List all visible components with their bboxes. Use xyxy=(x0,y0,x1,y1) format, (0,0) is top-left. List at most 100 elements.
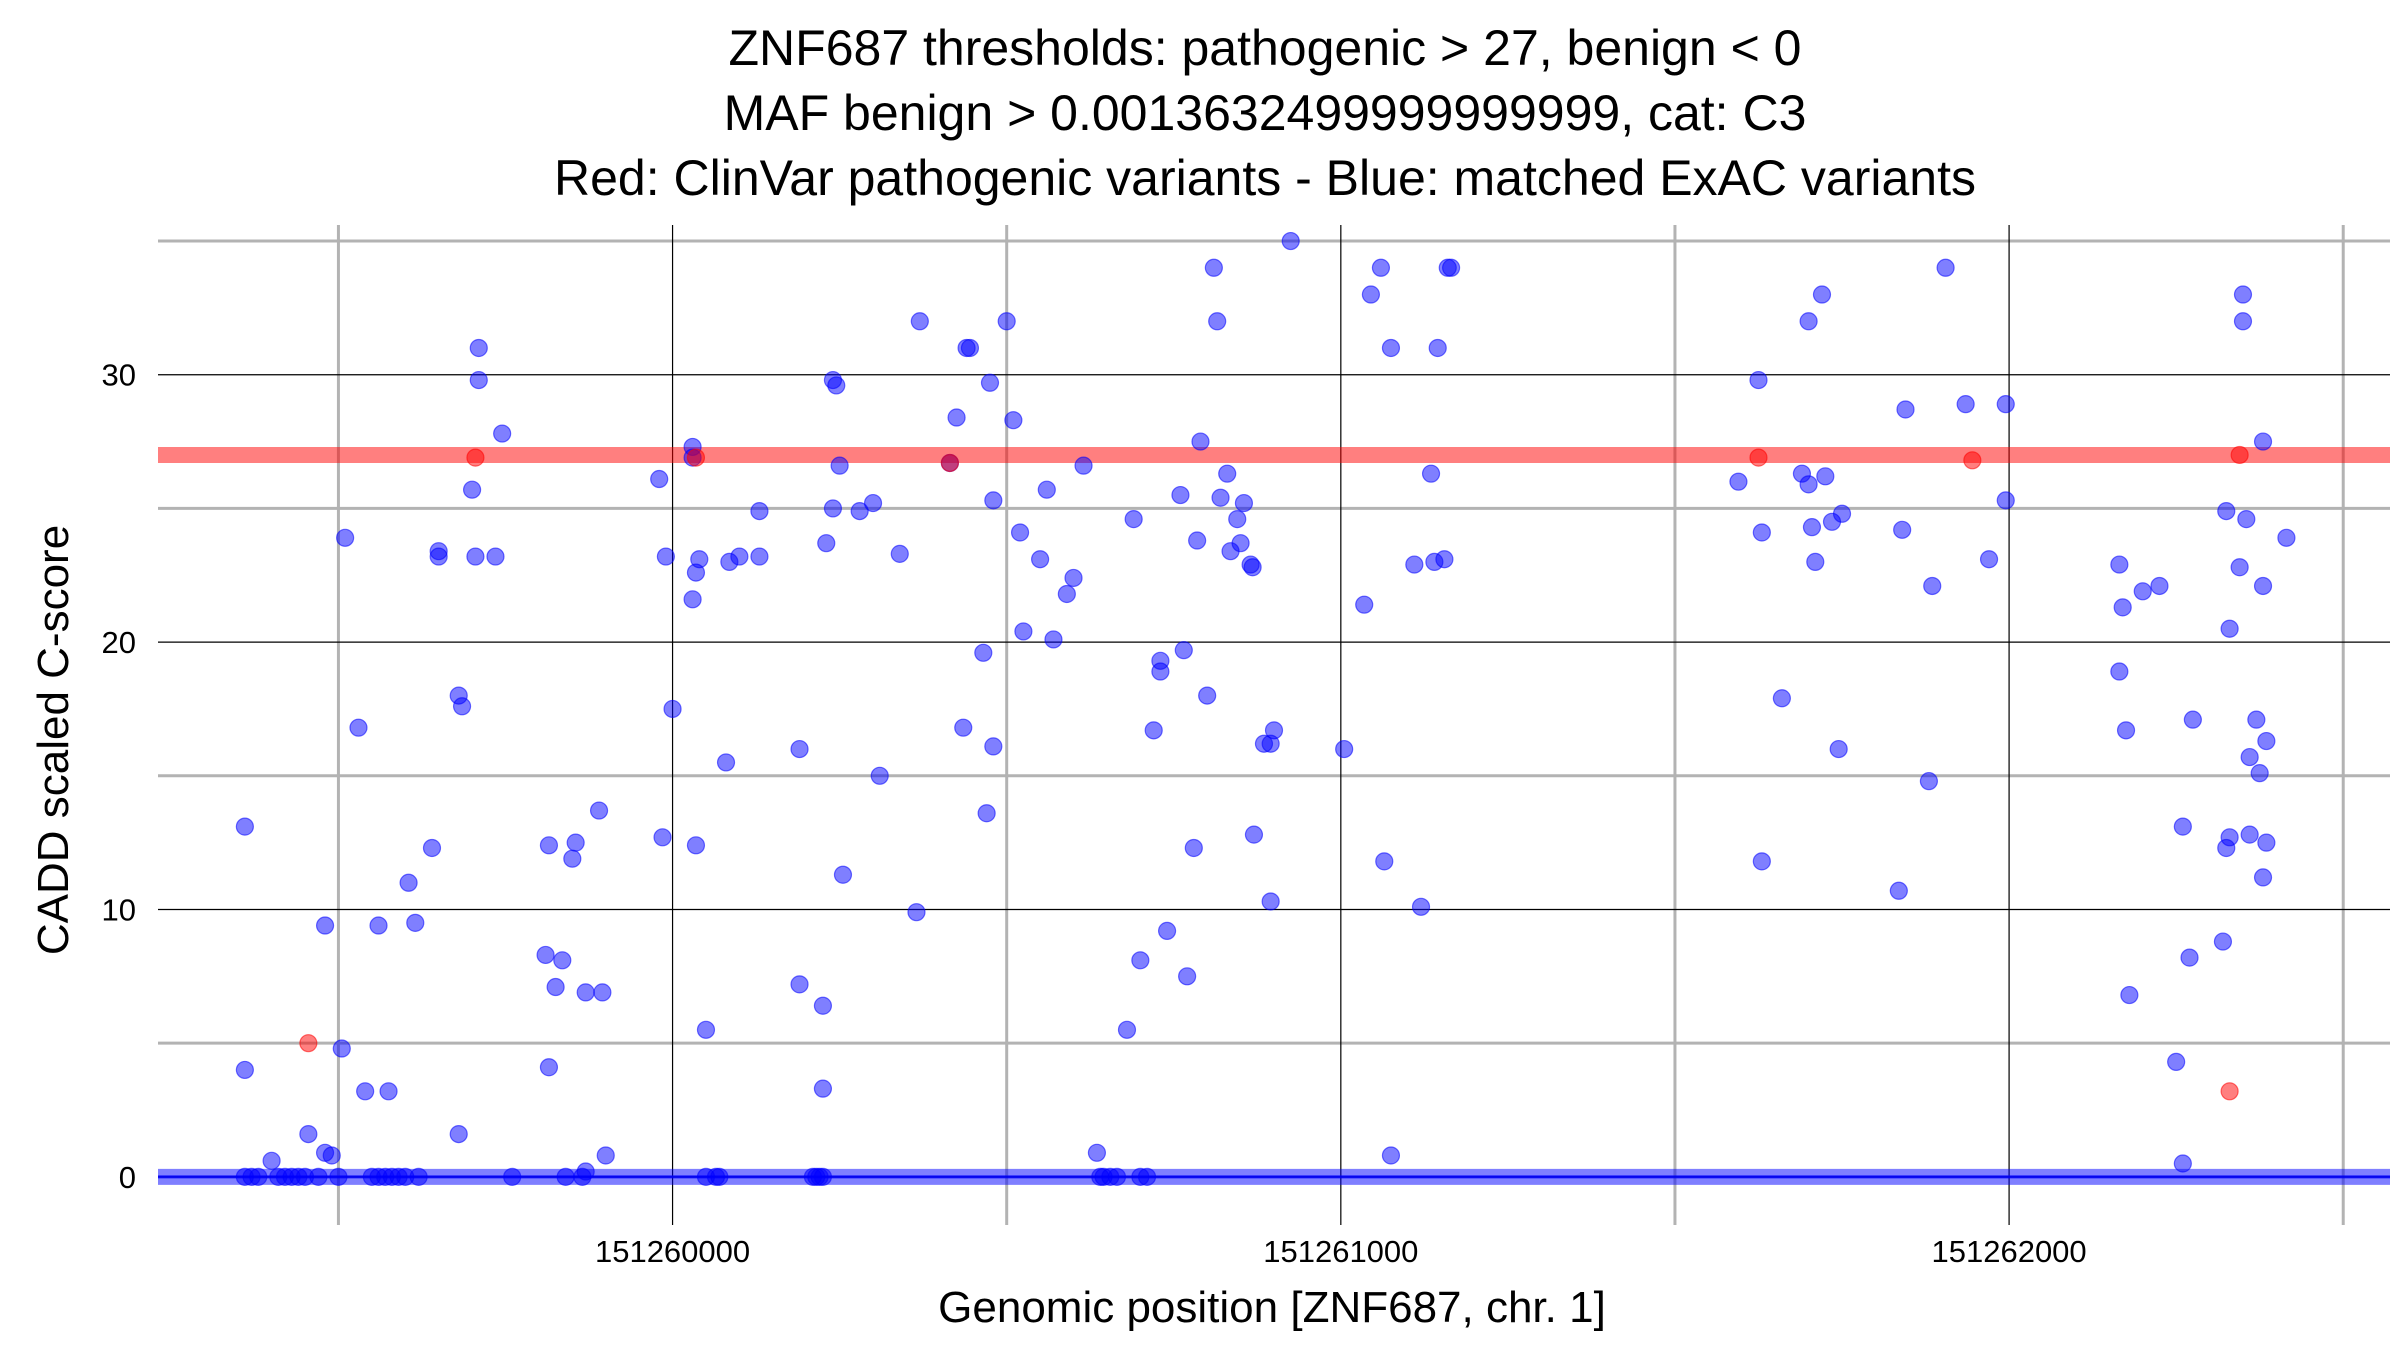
blue-data-point xyxy=(827,376,846,395)
red-data-point xyxy=(1963,451,1982,470)
blue-data-point xyxy=(1171,485,1190,505)
blue-data-point xyxy=(299,1124,318,1144)
x-axis-title: Genomic position [ZNF687, chr. 1] xyxy=(938,1283,1606,1332)
blue-data-point xyxy=(1057,584,1076,604)
blue-data-point xyxy=(750,547,769,566)
blue-data-point xyxy=(2220,619,2239,638)
blue-data-point xyxy=(1816,467,1835,486)
blue-data-point xyxy=(1174,641,1193,660)
blue-data-point xyxy=(1979,550,1999,569)
blue-data-point xyxy=(716,753,736,772)
blue-data-point xyxy=(589,801,609,820)
blue-data-point xyxy=(710,1167,729,1186)
blue-data-point xyxy=(1131,951,1150,970)
blue-data-point xyxy=(1010,523,1030,542)
blue-data-point xyxy=(960,338,980,358)
blue-data-point xyxy=(830,456,849,475)
red-data-point xyxy=(940,453,959,473)
blue-data-point xyxy=(984,491,1003,510)
blue-data-point xyxy=(817,534,836,553)
blue-data-point xyxy=(235,1060,254,1080)
blue-data-point xyxy=(1191,432,1210,451)
blue-data-point xyxy=(2233,285,2253,304)
blue-data-point xyxy=(1371,258,1391,277)
y-axis-tick-labels: 0 10 20 30 xyxy=(102,358,136,1195)
blue-data-point xyxy=(1261,892,1280,911)
blue-data-point xyxy=(1381,338,1401,358)
blue-data-point xyxy=(813,996,833,1015)
blue-data-point xyxy=(1208,312,1227,331)
y-tick-label: 10 xyxy=(102,892,136,927)
blue-data-point xyxy=(2257,731,2276,751)
blue-data-point xyxy=(1421,464,1441,483)
blue-data-point xyxy=(2250,764,2269,783)
blue-data-point xyxy=(870,766,889,785)
blue-data-point xyxy=(1896,400,1915,419)
blue-data-point xyxy=(1799,312,1818,331)
blue-data-point xyxy=(469,370,488,390)
blue-data-point xyxy=(2133,582,2152,601)
blue-data-point xyxy=(593,983,612,1002)
blue-data-point xyxy=(336,528,355,547)
blue-data-point xyxy=(1151,651,1170,670)
blue-data-point xyxy=(890,544,909,563)
blue-data-point xyxy=(1144,721,1163,740)
blue-data-point xyxy=(553,951,572,970)
blue-data-point xyxy=(406,913,425,932)
blue-data-point xyxy=(349,718,368,737)
blue-data-point xyxy=(486,547,505,566)
blue-data-point xyxy=(954,718,973,737)
blue-data-point xyxy=(907,903,926,922)
blue-data-point xyxy=(2116,721,2136,740)
blue-data-point xyxy=(1335,739,1354,759)
blue-data-point xyxy=(2110,555,2129,574)
blue-data-point xyxy=(2233,312,2253,331)
blue-data-point xyxy=(399,873,418,892)
blue-data-point xyxy=(2180,948,2199,967)
blue-data-point xyxy=(984,737,1003,756)
blue-data-point xyxy=(656,547,675,566)
blue-data-point xyxy=(539,1058,559,1077)
blue-data-point xyxy=(422,838,442,858)
blue-data-point xyxy=(980,373,1000,392)
blue-data-point xyxy=(1799,475,1818,494)
blue-data-point xyxy=(1923,576,1942,596)
x-tick-label: 151261000 xyxy=(1263,1234,1418,1269)
blue-data-point xyxy=(1198,686,1217,705)
blue-data-point xyxy=(503,1167,522,1186)
blue-data-point xyxy=(813,1167,833,1186)
blue-data-point xyxy=(690,550,709,569)
title-line-3: Red: ClinVar pathogenic variants - Blue:… xyxy=(554,150,1976,206)
y-tick-label: 0 xyxy=(119,1160,136,1195)
blue-data-point xyxy=(1178,967,1197,986)
blue-data-point xyxy=(1234,493,1254,513)
blue-data-point xyxy=(850,501,869,521)
blue-data-point xyxy=(2213,932,2233,951)
x-tick-label: 151262000 xyxy=(1932,1234,2087,1269)
blue-data-point xyxy=(576,1162,595,1181)
blue-data-point xyxy=(369,916,388,935)
blue-data-point xyxy=(1243,558,1262,577)
blue-data-point xyxy=(1137,1167,1157,1186)
blue-data-point xyxy=(322,1146,341,1165)
blue-data-point xyxy=(235,817,254,836)
blue-data-point xyxy=(1375,852,1394,871)
blue-data-point xyxy=(2183,710,2202,729)
y-axis-title: CADD scaled C-score xyxy=(29,525,78,955)
blue-data-point xyxy=(2110,662,2129,681)
threshold-lines xyxy=(158,446,2390,1185)
blue-data-point xyxy=(1218,464,1237,483)
blue-data-point xyxy=(1889,881,1908,900)
blue-data-point xyxy=(823,499,843,518)
blue-data-point xyxy=(262,1151,281,1170)
blue-data-point xyxy=(1014,622,1033,641)
blue-data-point xyxy=(2173,1154,2192,1173)
blue-data-point xyxy=(947,408,966,427)
blue-data-point xyxy=(1157,921,1177,940)
blue-data-point xyxy=(1381,1146,1401,1165)
blue-data-point xyxy=(2220,828,2239,847)
blue-data-point xyxy=(556,1167,575,1186)
blue-data-point xyxy=(2257,833,2276,852)
data-points xyxy=(235,231,2296,1186)
